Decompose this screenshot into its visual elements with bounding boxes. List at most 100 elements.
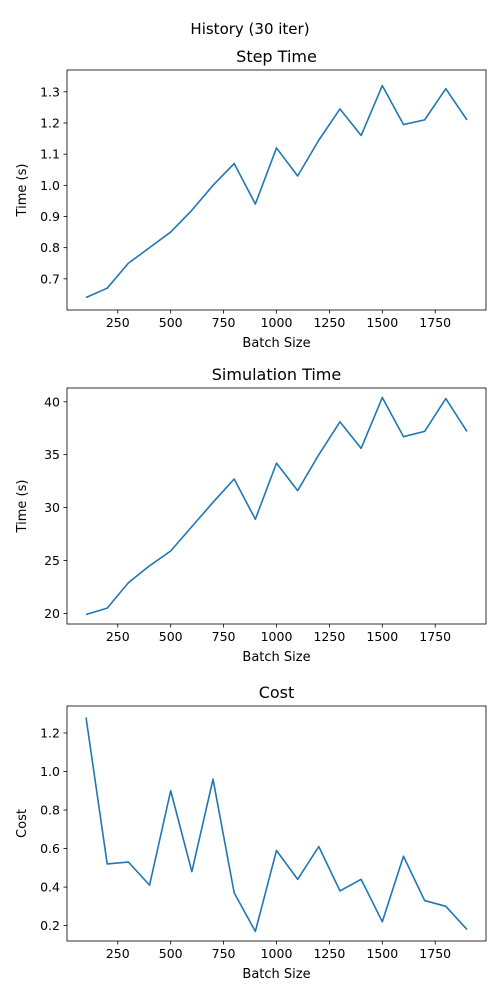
simulation-time-point-0 <box>85 613 87 615</box>
simulation-time-point-15 <box>402 435 404 437</box>
cost-xtick-label: 1000 <box>261 946 293 961</box>
step-time-point-6 <box>212 184 214 186</box>
step-time-xtick-label: 1250 <box>313 315 345 330</box>
cost-ytick-label: 1.2 <box>40 725 60 740</box>
cost-xlabel: Batch Size <box>242 967 310 982</box>
step-time-xtick-label: 1500 <box>366 315 398 330</box>
cost-point-3 <box>148 884 150 886</box>
simulation-time-ytick-label: 20 <box>44 606 60 621</box>
simulation-time-point-14 <box>381 396 383 398</box>
step-time-xtick-label: 750 <box>212 315 236 330</box>
simulation-time-title: Simulation Time <box>212 365 341 384</box>
step-time-point-14 <box>381 84 383 86</box>
simulation-time-ytick-label: 30 <box>44 500 60 515</box>
cost-xtick-label: 250 <box>106 946 130 961</box>
cost-title: Cost <box>259 683 295 702</box>
simulation-time-point-10 <box>296 489 298 491</box>
step-time-point-7 <box>233 162 235 164</box>
step-time-point-16 <box>423 119 425 121</box>
simulation-time-point-13 <box>360 447 362 449</box>
simulation-time-panel: Simulation Time 250 500 750 1000 1250 1500 1750… <box>15 365 487 665</box>
step-time-point-1 <box>106 287 108 289</box>
simulation-time-xtick-label: 250 <box>106 629 130 644</box>
cost-point-16 <box>423 899 425 901</box>
cost-ytick-label: 0.6 <box>40 841 60 856</box>
simulation-time-point-18 <box>466 430 468 432</box>
cost-point-8 <box>254 930 256 932</box>
step-time-xtick-label: 500 <box>159 315 183 330</box>
cost-axes-frame <box>66 705 487 942</box>
simulation-time-axes-frame <box>66 387 487 625</box>
cost-point-15 <box>402 855 404 857</box>
step-time-point-2 <box>127 262 129 264</box>
cost-point-2 <box>127 861 129 863</box>
simulation-time-ytick-label: 40 <box>44 394 60 409</box>
cost-xtick-label: 1500 <box>366 946 398 961</box>
simulation-time-point-17 <box>445 397 447 399</box>
cost-xtick-label: 1250 <box>313 946 345 961</box>
step-time-title: Step Time <box>236 47 317 66</box>
simulation-time-ytick-label: 25 <box>44 553 60 568</box>
simulation-time-point-2 <box>127 582 129 584</box>
cost-point-7 <box>233 892 235 894</box>
cost-ytick-label: 1.0 <box>40 764 60 779</box>
step-time-point-15 <box>402 123 404 125</box>
step-time-panel: Step Time 250 500 750 1000 1250 1500 1750 0.7 0.8… <box>15 47 487 351</box>
step-time-ytick-label: 0.9 <box>40 209 60 224</box>
cost-panel: Cost 250 500 750 1000 1250 1500 1750 0.2 0.4 0.6 0.… <box>15 683 487 982</box>
simulation-time-xtick-label: 1750 <box>419 629 451 644</box>
simulation-time-xtick-label: 500 <box>159 629 183 644</box>
cost-point-1 <box>106 863 108 865</box>
simulation-time-point-1 <box>106 607 108 609</box>
step-time-point-4 <box>169 231 171 233</box>
simulation-time-point-12 <box>339 421 341 423</box>
simulation-time-point-9 <box>275 462 277 464</box>
simulation-time-ylabel: Time (s) <box>15 480 30 534</box>
simulation-time-point-4 <box>169 550 171 552</box>
step-time-point-5 <box>191 209 193 211</box>
step-time-point-11 <box>318 139 320 141</box>
step-time-ytick-label: 1.3 <box>40 84 60 99</box>
step-time-point-10 <box>296 175 298 177</box>
simulation-time-series-line <box>85 396 468 616</box>
step-time-point-17 <box>445 88 447 90</box>
simulation-time-point-11 <box>318 453 320 455</box>
step-time-xtick-label: 250 <box>106 315 130 330</box>
step-time-point-3 <box>148 246 150 248</box>
cost-ylabel: Cost <box>15 809 30 838</box>
cost-xtick-label: 750 <box>212 946 236 961</box>
cost-point-5 <box>191 870 193 872</box>
cost-xtick-label: 500 <box>159 946 183 961</box>
cost-point-12 <box>339 890 341 892</box>
cost-ytick-label: 0.8 <box>40 803 60 818</box>
simulation-time-xtick-label: 1500 <box>366 629 398 644</box>
cost-ytick-label: 0.4 <box>40 880 60 895</box>
step-time-ylabel: Time (s) <box>15 164 30 218</box>
step-time-ytick-label: 1.1 <box>40 147 60 162</box>
cost-point-18 <box>466 928 468 930</box>
cost-xtick-label: 1750 <box>419 946 451 961</box>
figure-suptitle: History (30 iter) <box>190 20 309 38</box>
simulation-time-point-3 <box>148 565 150 567</box>
simulation-time-xlabel: Batch Size <box>242 650 310 665</box>
simulation-time-point-16 <box>423 430 425 432</box>
step-time-ytick-label: 0.8 <box>40 240 60 255</box>
step-time-point-13 <box>360 134 362 136</box>
simulation-time-xtick-label: 1000 <box>261 629 293 644</box>
cost-ytick-label: 0.2 <box>40 918 60 933</box>
step-time-point-8 <box>254 203 256 205</box>
cost-point-13 <box>360 878 362 880</box>
simulation-time-ytick-label: 35 <box>44 447 60 462</box>
simulation-time-point-7 <box>233 478 235 480</box>
step-time-ytick-label: 1.2 <box>40 115 60 130</box>
cost-series-line <box>85 717 468 933</box>
step-time-ytick-label: 1.0 <box>40 178 60 193</box>
step-time-xtick-label: 1750 <box>419 315 451 330</box>
simulation-time-point-6 <box>212 501 214 503</box>
cost-point-14 <box>381 921 383 923</box>
cost-point-0 <box>85 716 87 718</box>
cost-point-17 <box>445 905 447 907</box>
cost-point-4 <box>169 790 171 792</box>
cost-point-11 <box>318 845 320 847</box>
